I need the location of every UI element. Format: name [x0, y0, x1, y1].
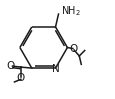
Text: O: O: [69, 44, 77, 54]
Text: N: N: [52, 64, 59, 74]
Text: NH$_2$: NH$_2$: [61, 5, 81, 19]
Text: O: O: [7, 61, 15, 71]
Text: O: O: [17, 73, 25, 83]
